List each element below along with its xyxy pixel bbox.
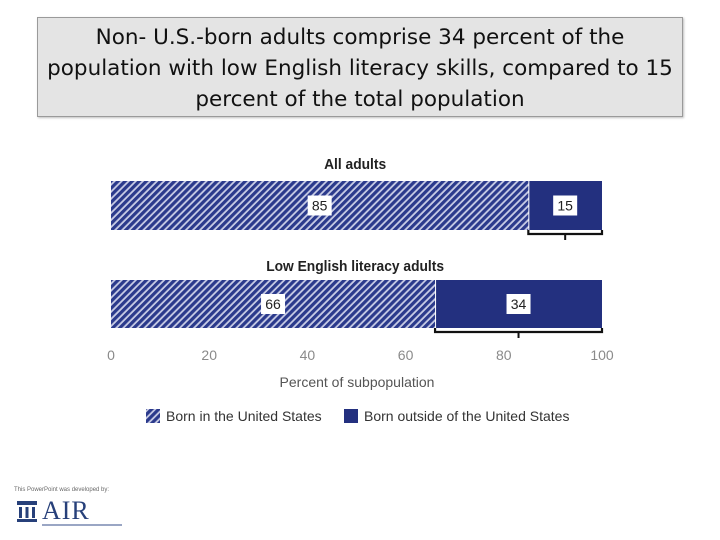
air-logo: AIR xyxy=(16,496,126,530)
x-axis-label: Percent of subpopulation xyxy=(280,374,435,390)
legend-label-born-us: Born in the United States xyxy=(166,408,322,424)
value-label-born-outside-box xyxy=(553,195,578,216)
logo-text: AIR xyxy=(42,496,90,525)
building-icon xyxy=(17,501,37,522)
legend-swatch-born-us xyxy=(146,409,160,423)
value-label-born-us: 66 xyxy=(265,296,281,312)
x-tick-label: 40 xyxy=(300,347,316,363)
x-tick-label: 100 xyxy=(590,347,614,363)
bracket xyxy=(433,328,604,334)
x-tick-label: 80 xyxy=(496,347,512,363)
category-label: Low English literacy adults xyxy=(266,259,444,276)
value-label-born-outside: 15 xyxy=(557,198,573,214)
value-label-born-us-box xyxy=(307,195,332,216)
category-label: All adults xyxy=(324,157,386,174)
value-label-born-us-box xyxy=(261,294,286,314)
value-label-born-outside-box xyxy=(506,294,531,314)
logo-underline xyxy=(42,524,122,526)
x-tick-label: 20 xyxy=(201,347,217,363)
x-tick-label: 60 xyxy=(398,347,414,363)
value-label-born-us: 85 xyxy=(312,198,328,214)
slide-title: Non- U.S.-born adults comprise 34 percen… xyxy=(37,17,683,117)
credit-note: This PowerPoint was developed by: xyxy=(14,487,110,493)
bracket xyxy=(527,230,604,236)
value-label-born-outside: 34 xyxy=(511,296,527,312)
x-tick-label: 0 xyxy=(107,347,115,363)
legend-swatch-born-outside xyxy=(344,409,358,423)
legend-label-born-outside: Born outside of the United States xyxy=(364,408,569,424)
